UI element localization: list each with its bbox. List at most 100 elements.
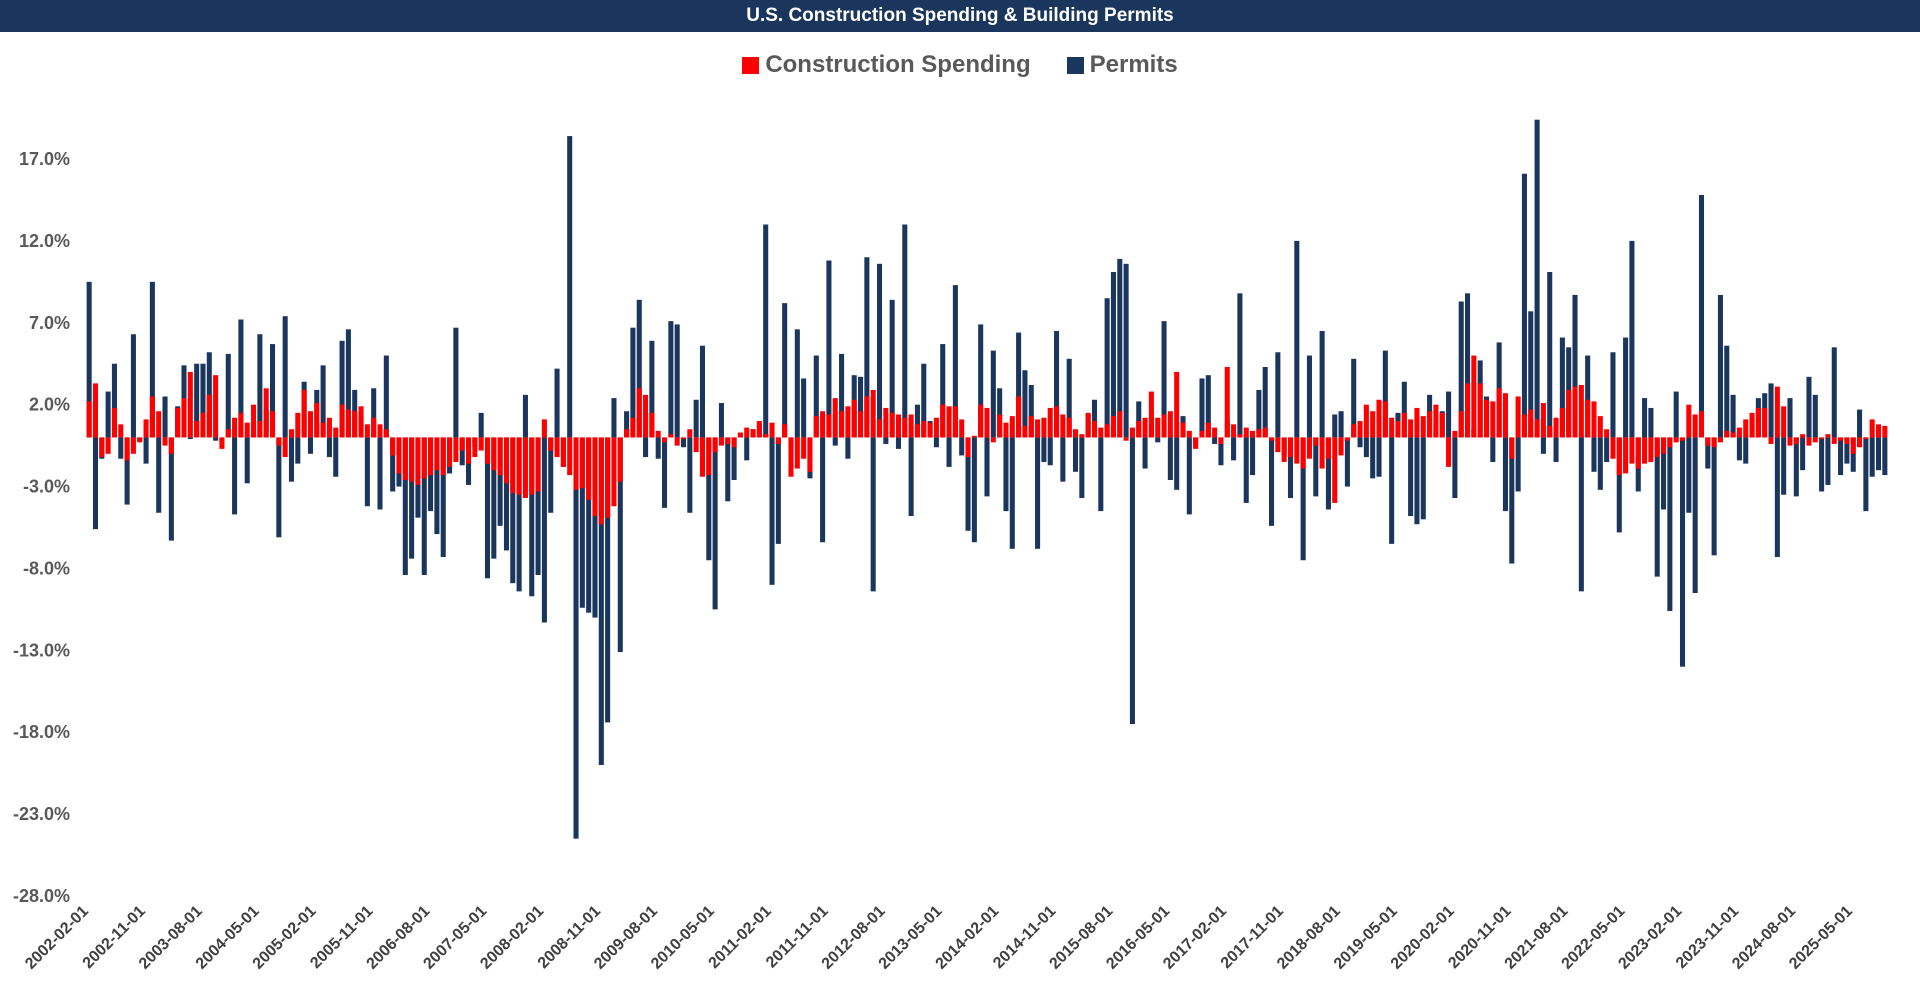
- permits-bar: [1490, 437, 1496, 462]
- permits-bar: [712, 437, 718, 610]
- construction-spending-bar: [1098, 427, 1104, 438]
- permits-bar: [908, 437, 914, 517]
- permits-bar: [149, 281, 155, 438]
- permits-bar: [118, 437, 124, 459]
- permits-bar: [946, 437, 952, 467]
- permits-bar: [541, 437, 547, 623]
- permits-bar: [617, 437, 623, 652]
- construction-spending-bar: [333, 427, 339, 438]
- construction-spending-bar: [605, 437, 611, 518]
- y-tick-label: -13.0%: [13, 640, 70, 660]
- construction-spending-bar: [1496, 388, 1502, 438]
- construction-spending-bar: [1705, 437, 1711, 446]
- permits-bar: [162, 396, 168, 438]
- construction-spending-bar: [1294, 437, 1300, 464]
- construction-spending-bar: [111, 407, 117, 438]
- permits-bar: [693, 399, 699, 438]
- construction-spending-bar: [339, 404, 345, 438]
- construction-spending-bar: [1774, 386, 1780, 438]
- construction-spending-bar: [409, 437, 415, 482]
- construction-spending-bar: [1819, 437, 1825, 440]
- construction-spending-bar: [567, 437, 573, 476]
- construction-spending-bar: [478, 437, 484, 451]
- construction-spending-bar: [1243, 427, 1249, 438]
- construction-spending-bar: [124, 437, 130, 461]
- permits-bar: [213, 437, 219, 441]
- permits-bar: [605, 437, 611, 723]
- permits-bar: [1174, 437, 1180, 490]
- construction-spending-bar: [1389, 417, 1395, 438]
- construction-spending-bar: [1142, 417, 1148, 438]
- construction-spending-bar: [1072, 429, 1079, 438]
- construction-spending-bar: [326, 417, 332, 438]
- construction-spending-bar: [295, 412, 301, 438]
- construction-spending-bar: [990, 437, 996, 443]
- construction-spending-bar: [1003, 422, 1009, 438]
- y-tick-label: 17.0%: [19, 149, 70, 169]
- construction-spending-bar: [548, 437, 554, 451]
- construction-spending-bar: [1692, 414, 1698, 438]
- permits-bar: [1553, 437, 1559, 462]
- construction-spending-bar: [573, 437, 579, 490]
- permits-bar: [1016, 332, 1022, 438]
- construction-spending-bar: [1439, 412, 1445, 438]
- construction-spending-bar: [466, 437, 472, 464]
- permits-bar: [624, 411, 630, 438]
- permits-bar: [459, 437, 465, 466]
- permits-bar: [1515, 437, 1521, 492]
- permits-bar: [1344, 437, 1350, 487]
- construction-spending-bar: [1414, 407, 1420, 438]
- permits-bar: [864, 257, 870, 438]
- permits-bar: [1212, 437, 1218, 444]
- legend-label-construction-spending: Construction Spending: [765, 51, 1031, 78]
- construction-spending-bar: [883, 407, 889, 438]
- construction-spending-bar: [459, 437, 465, 451]
- permits-bar: [554, 368, 560, 438]
- permits-bar: [1401, 381, 1407, 438]
- construction-spending-bar: [908, 414, 914, 438]
- permits-bar: [914, 404, 920, 438]
- construction-spending-bar: [636, 388, 642, 438]
- construction-spending-bar: [706, 437, 712, 476]
- permits-bar: [1806, 376, 1812, 438]
- permits-bar: [92, 437, 99, 530]
- permits-bar: [1629, 240, 1635, 438]
- construction-spending-bar: [839, 411, 845, 438]
- construction-spending-bar: [491, 437, 497, 471]
- construction-spending-bar: [693, 437, 699, 453]
- permits-bar: [484, 437, 491, 579]
- permits-bar: [649, 340, 655, 438]
- permits-bar: [339, 340, 345, 438]
- construction-spending-bar: [510, 437, 516, 494]
- construction-spending-bar: [965, 437, 971, 458]
- permits-bar: [1142, 437, 1148, 469]
- permits-bar: [959, 437, 965, 456]
- construction-spending-bar: [1515, 396, 1521, 438]
- y-tick-label: 2.0%: [29, 395, 70, 415]
- permits-bar: [200, 363, 206, 438]
- permits-bar: [775, 437, 781, 544]
- construction-spending-bar: [1642, 437, 1648, 464]
- permits-bar: [655, 437, 661, 459]
- construction-spending-bar: [611, 437, 617, 507]
- construction-spending-bar: [1376, 399, 1382, 438]
- permits-bar: [1578, 437, 1584, 592]
- construction-spending-bar: [225, 429, 231, 438]
- permits-bar: [1408, 437, 1414, 517]
- construction-spending-bar: [1717, 437, 1723, 443]
- construction-spending-bar: [251, 404, 257, 438]
- construction-spending-bar: [1838, 437, 1844, 441]
- permits-bar: [1534, 119, 1540, 438]
- permits-bar: [434, 437, 440, 535]
- construction-spending-bar: [712, 437, 718, 453]
- construction-spending-bar: [769, 422, 775, 438]
- construction-spending-bar: [1016, 396, 1022, 438]
- permits-bar: [1269, 437, 1275, 526]
- permits-bar: [1287, 437, 1294, 499]
- permits-bar: [1186, 437, 1192, 515]
- permits-bar: [1616, 437, 1622, 533]
- construction-spending-bar: [1035, 419, 1041, 438]
- construction-spending-bar: [99, 437, 105, 458]
- construction-spending-bar: [219, 437, 225, 449]
- construction-spending-bar: [1250, 430, 1256, 438]
